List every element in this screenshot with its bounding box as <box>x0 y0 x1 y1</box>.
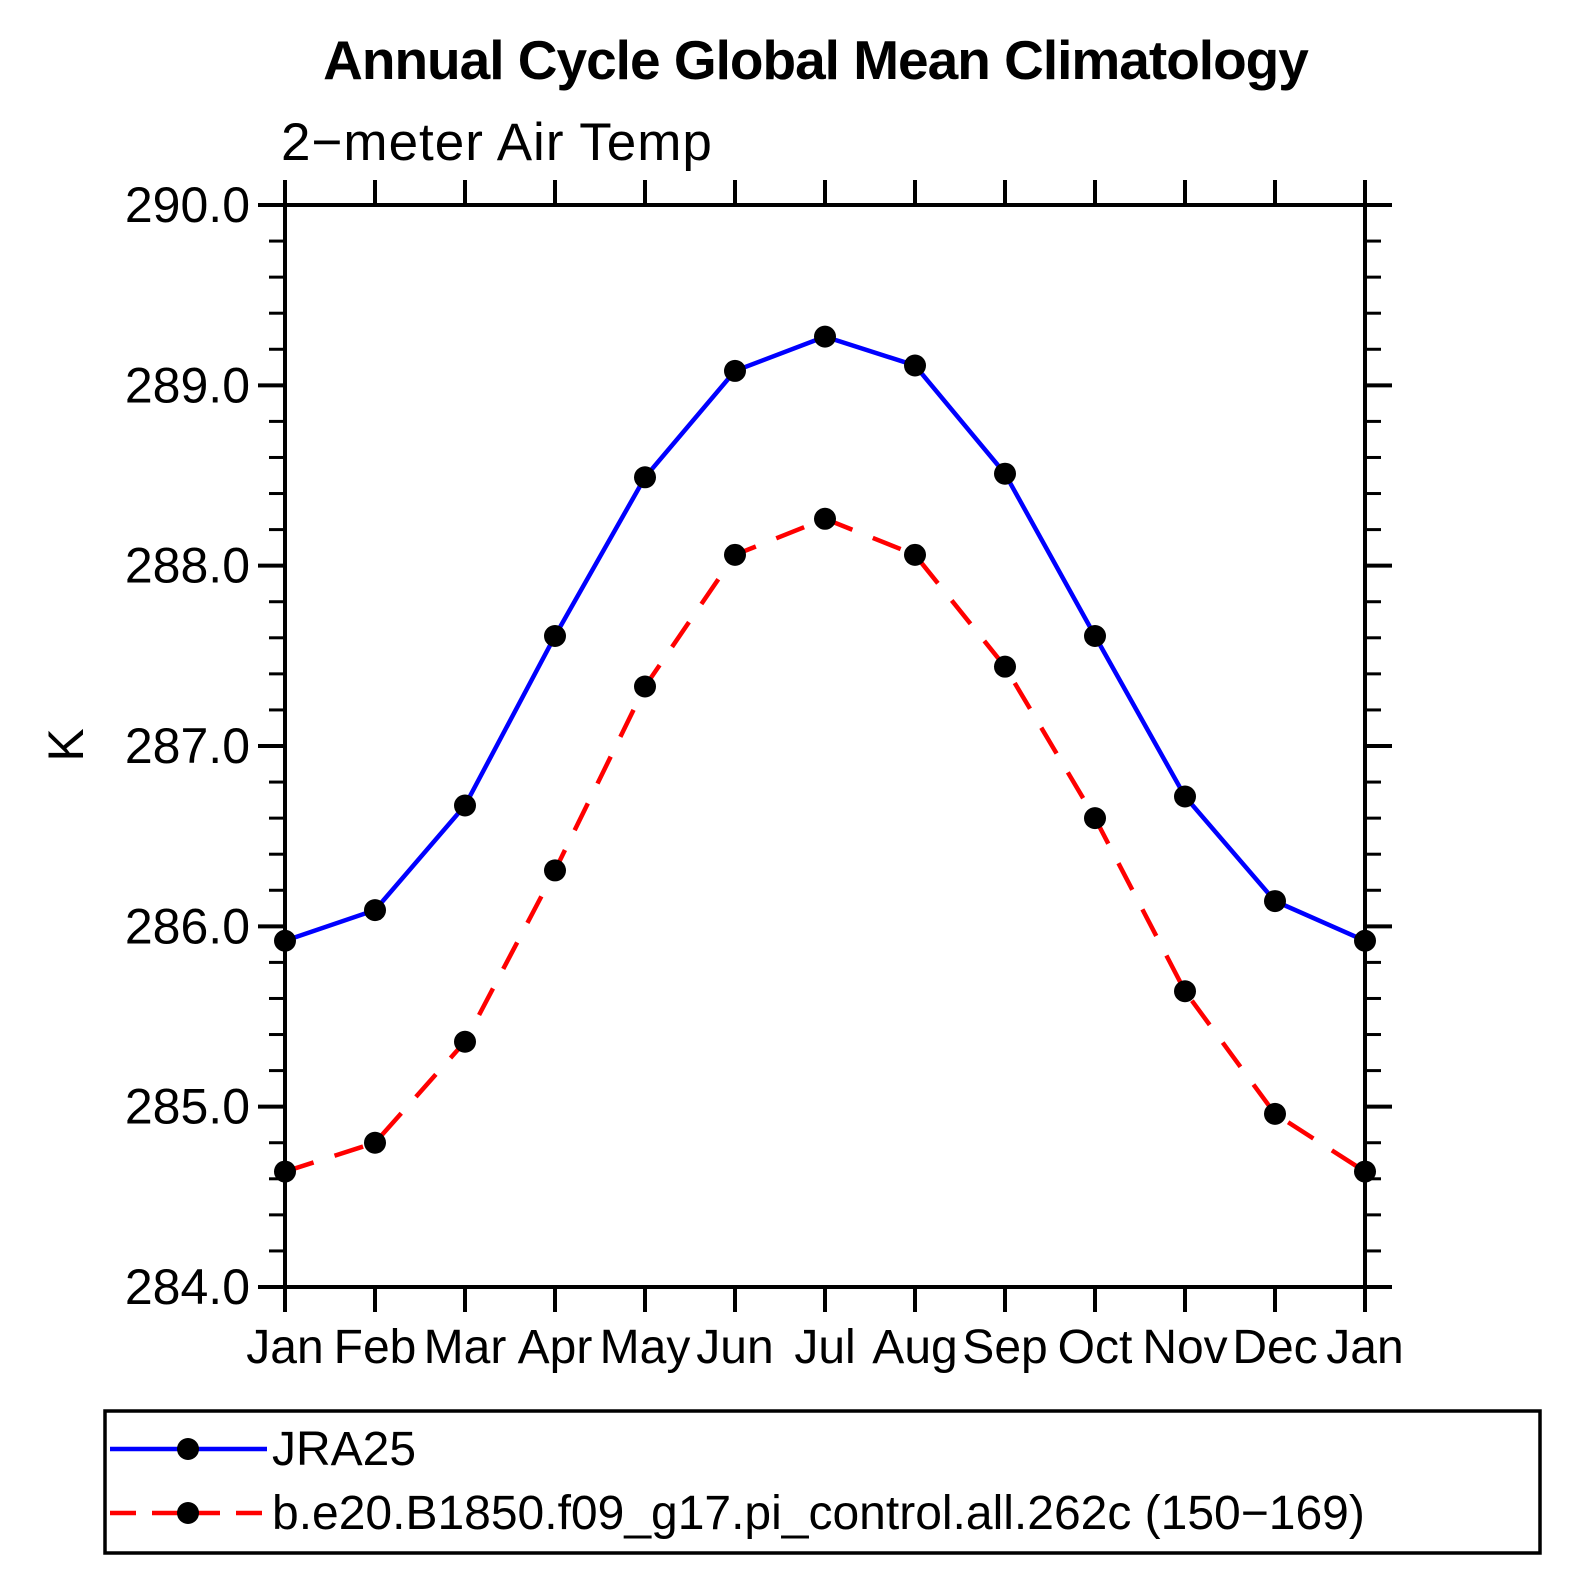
x-tick-label: May <box>600 1321 691 1374</box>
data-point-marker <box>724 359 746 382</box>
data-point-marker <box>904 543 926 566</box>
y-tick-label: 290.0 <box>125 177 250 233</box>
data-point-marker <box>814 507 836 530</box>
legend-box <box>103 1409 1542 1555</box>
x-tick-label: Jul <box>794 1321 855 1374</box>
legend-item-label: JRA25 <box>272 1423 416 1476</box>
data-point-marker <box>1084 624 1106 647</box>
x-tick-label: Jan <box>246 1321 323 1374</box>
x-tick-label: Sep <box>962 1321 1047 1374</box>
series-line-model <box>284 516 1367 1174</box>
x-tick-label: Oct <box>1058 1321 1133 1374</box>
legend-marker-icon <box>177 1438 199 1460</box>
y-tick-label: 286.0 <box>125 898 250 954</box>
data-point-marker <box>1264 1102 1286 1125</box>
data-point-marker <box>634 675 656 698</box>
legend-item-label: b.e20.B1850.f09_g17.pi_control.all.262c … <box>272 1487 1365 1540</box>
data-point-marker <box>274 929 296 952</box>
data-point-marker <box>364 1131 386 1154</box>
x-tick-label: Feb <box>334 1321 417 1374</box>
data-point-marker <box>1174 980 1196 1003</box>
y-tick-label: 289.0 <box>125 357 250 413</box>
data-point-marker <box>1354 929 1376 952</box>
y-tick-label: 285.0 <box>125 1079 250 1135</box>
y-tick-label: 288.0 <box>125 538 250 594</box>
x-tick-label: Apr <box>518 1321 593 1374</box>
x-tick-label: Dec <box>1232 1321 1317 1374</box>
chart-subtitle: 2−meter Air Temp <box>281 113 713 172</box>
data-point-marker <box>724 543 746 566</box>
data-point-marker <box>814 325 836 348</box>
data-point-marker <box>454 794 476 817</box>
data-point-marker <box>1084 807 1106 830</box>
data-point-marker <box>274 1160 296 1183</box>
data-point-marker <box>1264 890 1286 913</box>
data-point-marker <box>994 462 1016 485</box>
data-point-marker <box>994 655 1016 678</box>
data-point-marker <box>904 354 926 377</box>
data-point-marker <box>454 1030 476 1053</box>
plot-border <box>283 203 1367 1289</box>
y-tick-label: 284.0 <box>125 1259 250 1315</box>
series-line-jra25 <box>284 334 1366 943</box>
chart-title: Annual Cycle Global Mean Climatology <box>323 29 1309 91</box>
x-tick-label: Nov <box>1142 1321 1227 1374</box>
legend-marker-icon <box>177 1502 199 1524</box>
y-tick-label: 287.0 <box>125 718 250 774</box>
data-point-marker <box>634 466 656 489</box>
data-point-marker <box>364 899 386 922</box>
x-tick-label: Jan <box>1326 1321 1403 1374</box>
data-point-marker <box>544 624 566 647</box>
data-point-marker <box>1174 785 1196 808</box>
x-tick-label: Aug <box>872 1321 957 1374</box>
x-tick-label: Jun <box>696 1321 773 1374</box>
x-tick-label: Mar <box>424 1321 507 1374</box>
data-point-marker <box>1354 1160 1376 1183</box>
data-point-marker <box>544 859 566 882</box>
